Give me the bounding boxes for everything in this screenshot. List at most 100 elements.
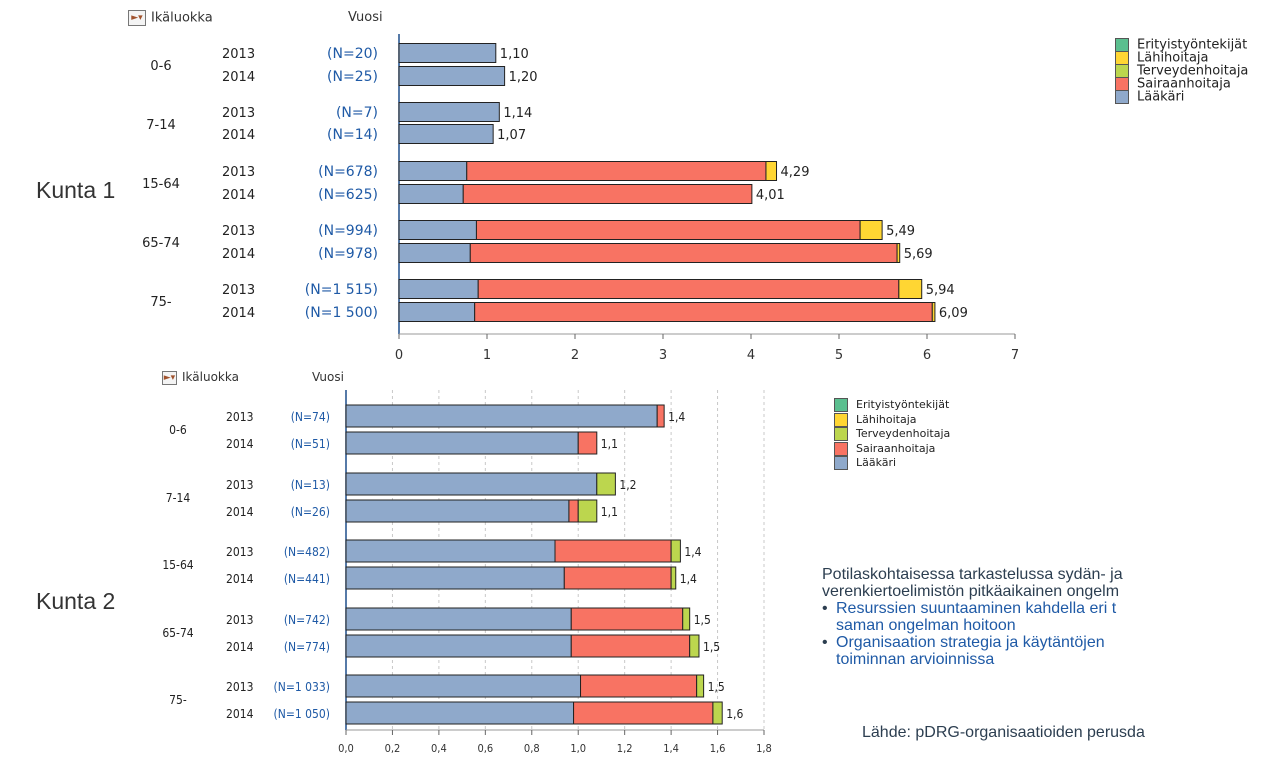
bar-segment-sairaanhoitaja <box>462 184 753 204</box>
n-label: (N=1 515) <box>305 282 378 298</box>
bar-segment-sairaanhoitaja <box>554 539 672 563</box>
age-group-label: 15-64 <box>162 558 193 572</box>
year-label: 2014 <box>226 505 254 519</box>
bar-value-label: 5,94 <box>926 283 955 298</box>
legend-item-terveydenhoitaja: Terveydenhoitaja <box>834 427 950 442</box>
n-label: (N=625) <box>318 187 378 203</box>
year-label: 2014 <box>226 640 254 654</box>
legend-label: Lähihoitaja <box>1137 50 1209 66</box>
year-label: 2013 <box>226 478 253 492</box>
bar-segment-lahihoitaja <box>931 302 936 322</box>
n-label: (N=678) <box>318 164 378 180</box>
bar-value-label: 1,20 <box>509 70 538 85</box>
n-label: (N=441) <box>284 572 330 586</box>
legend-swatch <box>1115 90 1129 104</box>
legend-swatch <box>834 427 848 441</box>
bar-value-label: 1,07 <box>497 128 526 143</box>
legend-label: Sairaanhoitaja <box>1137 76 1231 92</box>
legend-item-sairaanhoitaja: Sairaanhoitaja <box>834 441 950 457</box>
bar-segment-laakari <box>398 43 497 63</box>
legend-item-lahihoitaja: Lähihoitaja <box>834 412 950 428</box>
x-tick-label: 1,2 <box>617 742 633 755</box>
bar-segment-sairaanhoitaja <box>568 499 579 523</box>
legend-swatch <box>1115 38 1129 52</box>
legend-label: Erityistyöntekijät <box>856 398 950 411</box>
dropdown-selector-icon[interactable]: ►▾ <box>162 370 177 385</box>
chart1-ikaluokka-header[interactable]: ►▾ Ikäluokka <box>128 10 213 26</box>
legend-item-terveydenhoitaja: Terveydenhoitaja <box>1115 63 1249 79</box>
legend-item-erityistyontekijat: Erityistyöntekijät <box>834 398 950 413</box>
legend-swatch <box>834 441 848 456</box>
bar-segment-lahihoitaja <box>765 161 778 181</box>
bar-value-label: 5,69 <box>904 247 933 262</box>
n-label: (N=74) <box>291 410 330 424</box>
n-label: (N=13) <box>291 478 330 492</box>
x-tick-label: 4 <box>747 348 755 363</box>
chart1-legend: Erityistyöntekijät Lähihoitaja Terveydenho… <box>1115 38 1249 104</box>
legend-label: Terveydenhoitaja <box>856 427 951 440</box>
n-label: (N=482) <box>284 545 330 559</box>
n-label: (N=14) <box>327 127 378 143</box>
bar-segment-laakari <box>345 674 582 698</box>
year-label: 2013 <box>222 47 255 62</box>
bar-segment-laakari <box>398 102 500 122</box>
legend-swatch <box>834 456 848 470</box>
kunta2-label: Kunta 2 <box>36 588 116 614</box>
x-tick-label: 2 <box>571 348 579 363</box>
bar-segment-laakari <box>345 499 570 523</box>
note-intro-2: verenkiertoelimistön pitkäaikainen ongel… <box>822 583 1120 600</box>
year-label: 2014 <box>222 188 255 203</box>
bar-value-label: 1,6 <box>726 707 743 721</box>
note-bullet1-cont: saman ongelman hoitoon <box>836 617 1016 634</box>
x-tick-label: 0,8 <box>524 742 540 755</box>
year-label: 2014 <box>222 128 255 143</box>
bar-segment-lahihoitaja <box>898 279 923 299</box>
note-bullet2-cont: toiminnan arvioinnissa <box>836 651 995 668</box>
bar-segment-laakari <box>345 607 572 631</box>
bar-segment-laakari <box>398 124 494 144</box>
chart1-vuosi-header: Vuosi <box>348 10 383 25</box>
legend-label: Lääkäri <box>856 456 897 469</box>
age-group-label: 7-14 <box>166 491 191 505</box>
bar-segment-lahihoitaja <box>859 220 883 240</box>
year-label: 2013 <box>222 106 255 121</box>
x-tick-label: 0,0 <box>338 742 354 755</box>
age-group-label: 65-74 <box>162 626 193 640</box>
bullet-icon: • <box>822 634 828 651</box>
dropdown-selector-icon[interactable]: ►▾ <box>128 10 146 26</box>
x-tick-label: 5 <box>835 348 843 363</box>
legend-item-laakari: Lääkäri <box>834 456 950 471</box>
bar-segment-sairaanhoitaja <box>580 674 698 698</box>
bar-segment-terveydenhoitaja <box>596 472 616 496</box>
x-tick-label: 0,4 <box>431 742 447 755</box>
bar-segment-terveydenhoitaja <box>712 701 723 725</box>
x-tick-label: 3 <box>659 348 667 363</box>
chart2-ikaluokka-header[interactable]: ►▾ Ikäluokka <box>162 370 239 385</box>
bar-value-label: 1,5 <box>694 613 711 627</box>
bar-segment-sairaanhoitaja <box>570 607 684 631</box>
year-label: 2013 <box>226 613 253 627</box>
bar-segment-terveydenhoitaja <box>689 634 700 658</box>
age-group-label: 15-64 <box>142 177 180 192</box>
note-bullet2: Organisaation strategia ja käytäntöjen <box>836 634 1105 651</box>
bar-value-label: 1,2 <box>619 478 636 492</box>
age-group-label: 0-6 <box>169 423 187 437</box>
ikaluokka-label: Ikäluokka <box>182 370 239 384</box>
bar-segment-laakari <box>345 472 598 496</box>
n-label: (N=1 033) <box>274 680 330 694</box>
n-label: (N=7) <box>336 105 378 121</box>
bullet-icon: • <box>822 600 828 617</box>
year-label: 2014 <box>222 247 255 262</box>
age-group-label: 0-6 <box>150 59 171 74</box>
x-tick-label: 1,4 <box>663 742 679 755</box>
legend-label: Terveydenhoitaja <box>1137 63 1249 79</box>
bar-segment-terveydenhoitaja <box>577 499 598 523</box>
bar-segment-laakari <box>345 566 565 590</box>
bar-segment-terveydenhoitaja <box>670 539 681 563</box>
x-tick-label: 6 <box>923 348 931 363</box>
n-label: (N=1 050) <box>274 707 330 721</box>
bar-segment-sairaanhoitaja <box>656 404 665 428</box>
n-label: (N=26) <box>291 505 330 519</box>
bar-segment-lahihoitaja <box>896 243 901 263</box>
